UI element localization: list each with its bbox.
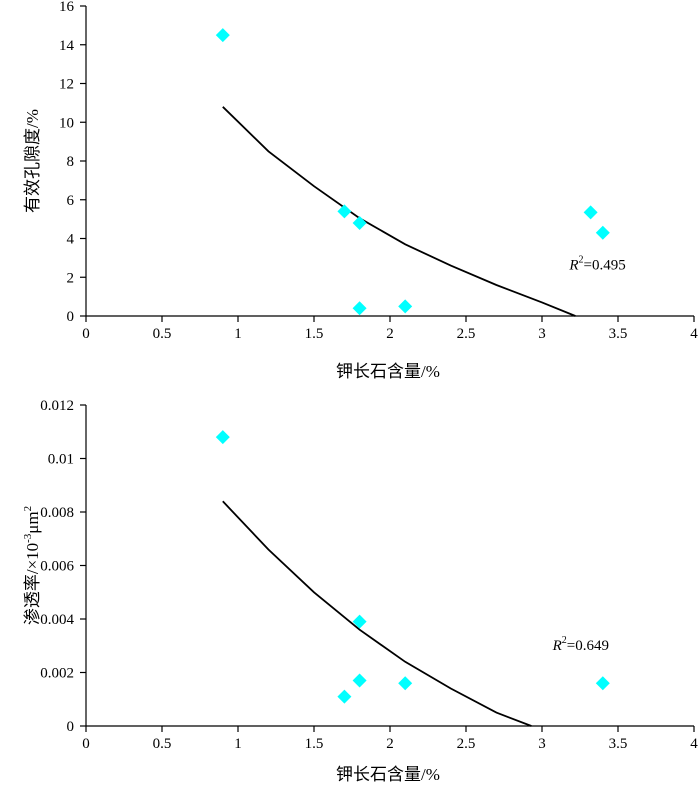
- y-tick-label: 0.002: [40, 666, 74, 682]
- data-point: [595, 676, 610, 691]
- data-point: [583, 205, 598, 220]
- data-point: [215, 28, 230, 43]
- y-tick-label: 14: [59, 38, 75, 54]
- y-tick-label: 0.004: [40, 612, 74, 628]
- x-axis-title: 钾长石含量/%: [336, 765, 440, 784]
- y-tick-label: 4: [67, 232, 75, 248]
- y-tick-label: 0.012: [40, 398, 74, 414]
- y-tick-label: 12: [59, 77, 74, 93]
- data-point: [595, 225, 610, 240]
- data-point: [352, 614, 367, 629]
- y-axis-title: 渗透率/×10-3μm2: [22, 506, 42, 625]
- x-tick-label: 1: [234, 736, 242, 752]
- y-axis-title-unit: μm: [23, 511, 42, 533]
- x-tick-label: 4: [690, 736, 698, 752]
- x-tick-label: 3: [538, 736, 546, 752]
- x-tick-label: 3: [538, 326, 546, 342]
- y-tick-label: 8: [67, 154, 75, 170]
- data-point: [398, 299, 413, 314]
- x-tick-label: 4: [690, 326, 698, 342]
- x-tick-label: 1.5: [305, 736, 324, 752]
- y-tick-label: 2: [67, 270, 75, 286]
- r-squared-sup: 2: [562, 635, 567, 646]
- y-axis-title-sup1: -3: [22, 533, 34, 543]
- x-axis-title: 钾长石含量/%: [336, 362, 440, 381]
- r-squared-label: R2=0.495: [568, 255, 625, 274]
- y-axis-title-main: 渗透率/×10: [23, 543, 42, 625]
- r-squared-sup: 2: [579, 255, 584, 266]
- chart-2: 0 0.002 0.004 0.006 0.008 0.01 0.012 0 0.5 1 1.5 2 2…: [22, 398, 698, 784]
- chart-1: 0 2 4 6 8 10 12 14 16 0 0.5 1 1.5 2 2.5 3 3.5 4 钾长石含量/% 有效孔…: [23, 0, 698, 381]
- y-tick-label: 0.008: [40, 505, 74, 521]
- y-tick-label: 16: [59, 0, 75, 15]
- trend-line: [222, 106, 576, 317]
- y-axis-title: 有效孔隙度/%: [23, 109, 42, 213]
- y-axis-title-sup2: 2: [22, 506, 34, 512]
- x-tick-label: 0: [82, 736, 90, 752]
- r-squared-value: =0.495: [584, 258, 626, 274]
- r-squared-symbol: R: [552, 638, 562, 654]
- data-point: [352, 216, 367, 230]
- x-tick-label: 2: [386, 326, 394, 342]
- x-tick-label: 2: [386, 736, 394, 752]
- x-tick-label: 1.5: [305, 326, 324, 342]
- r-squared-label: R2=0.649: [552, 635, 609, 654]
- x-tick-label: 2.5: [457, 736, 476, 752]
- data-point: [352, 673, 367, 688]
- data-point: [337, 204, 352, 219]
- x-tick-label: 0: [82, 326, 90, 342]
- data-point: [337, 689, 352, 704]
- x-tick-label: 2.5: [457, 326, 476, 342]
- y-tick-label: 0: [67, 719, 75, 735]
- y-tick-label: 0.01: [48, 452, 74, 468]
- y-tick-label: 10: [59, 115, 74, 131]
- x-tick-label: 0.5: [153, 326, 172, 342]
- data-point: [215, 430, 230, 445]
- x-tick-label: 0.5: [153, 736, 172, 752]
- x-tick-label: 3.5: [609, 326, 628, 342]
- trend-line: [222, 500, 532, 727]
- data-point: [352, 301, 367, 316]
- r-squared-value: =0.649: [567, 638, 609, 654]
- r-squared-symbol: R: [568, 258, 578, 274]
- y-tick-label: 0: [67, 309, 75, 325]
- x-tick-label: 1: [234, 326, 242, 342]
- x-tick-label: 3.5: [609, 736, 628, 752]
- y-tick-label: 0.006: [40, 559, 74, 575]
- y-tick-label: 6: [67, 193, 75, 209]
- data-point: [398, 676, 413, 691]
